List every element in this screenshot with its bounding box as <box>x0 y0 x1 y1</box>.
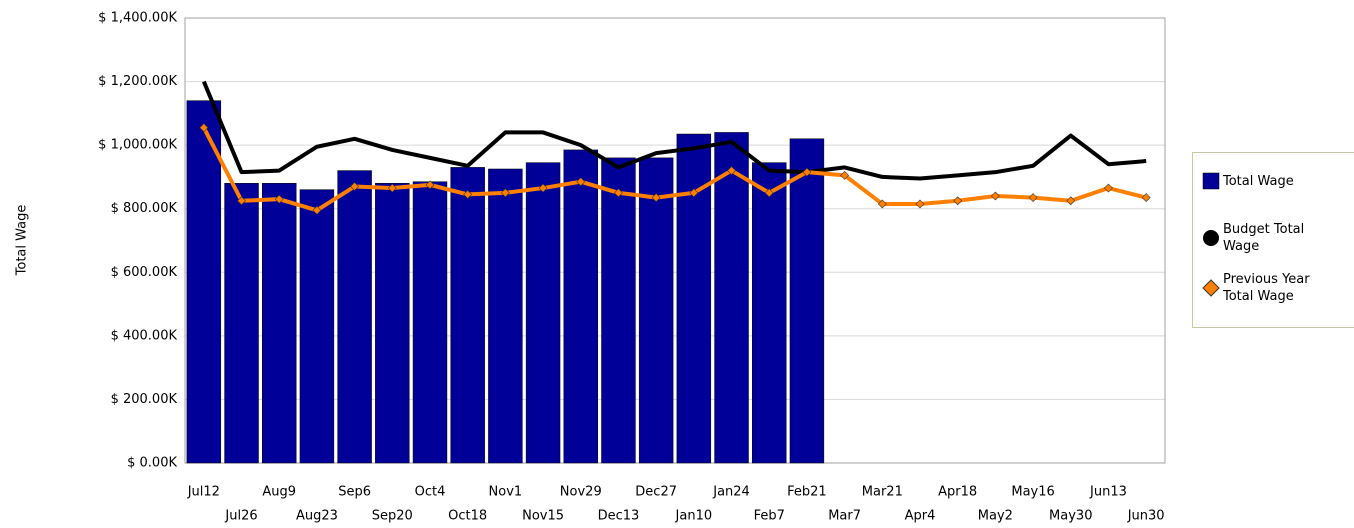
marker <box>1066 196 1076 206</box>
marker <box>500 188 510 198</box>
bar <box>525 162 561 464</box>
marker <box>387 183 397 193</box>
legend-label: Previous Year Total Wage <box>1223 272 1310 304</box>
bar <box>638 157 674 464</box>
x-tick-label: Nov29 <box>560 485 602 500</box>
y-tick-label: $ 800.00K <box>111 201 178 216</box>
marker <box>727 166 736 175</box>
x-tick-label: Mar7 <box>828 509 861 524</box>
marker <box>274 194 284 204</box>
x-tick-label: Feb7 <box>754 509 785 524</box>
legend-icon <box>1202 172 1220 190</box>
marker <box>764 188 774 198</box>
marker <box>425 180 435 190</box>
x-tick-label: Jul12 <box>187 485 220 500</box>
plot-border <box>184 17 1166 464</box>
x-tick-label: Apr18 <box>938 485 977 500</box>
bar <box>789 138 825 464</box>
y-axis-label: Total Wage <box>15 205 30 277</box>
legend-icon <box>1202 279 1220 297</box>
bar <box>299 189 335 464</box>
marker <box>614 188 623 198</box>
bar <box>412 181 448 464</box>
y-tick-label: $ 0.00K <box>127 456 177 471</box>
x-tick-label: Dec27 <box>635 485 677 500</box>
marker <box>463 189 473 199</box>
legend-item: Previous Year Total Wage <box>1201 271 1343 305</box>
bar <box>714 132 749 464</box>
legend: Total Wage Budget Total Wage Previous Year… <box>1192 152 1354 328</box>
x-tick-label: Jul26 <box>224 509 257 524</box>
legend-label: Total Wage <box>1223 173 1294 189</box>
marker <box>350 182 360 191</box>
marker <box>840 170 850 180</box>
x-tick-label: Sep20 <box>372 509 413 524</box>
bar <box>752 162 787 464</box>
x-tick-label: Nov1 <box>489 485 523 500</box>
x-tick-label: Jun13 <box>1089 485 1127 500</box>
marker <box>1104 183 1113 193</box>
y-tick-label: $ 200.00K <box>111 392 178 407</box>
x-tick-label: Aug23 <box>296 509 338 524</box>
legend-item: Budget Total Wage <box>1201 221 1343 255</box>
marker <box>576 177 586 187</box>
bar <box>676 133 712 464</box>
bar <box>450 167 485 464</box>
bar <box>186 100 222 464</box>
x-tick-label: May2 <box>978 509 1013 524</box>
marker <box>1028 193 1038 203</box>
bar <box>563 149 598 464</box>
marker <box>237 196 246 206</box>
x-tick-label: Sep6 <box>338 485 371 500</box>
marker <box>538 183 548 193</box>
x-tick-label: May16 <box>1011 485 1054 500</box>
marker <box>312 205 322 215</box>
marker <box>199 123 209 133</box>
line <box>201 80 1147 181</box>
bar <box>224 183 259 464</box>
legend-icon <box>1203 230 1219 246</box>
bar <box>488 168 523 464</box>
legend-label: Budget Total Wage <box>1223 222 1305 254</box>
x-tick-label: Mar21 <box>862 485 903 500</box>
x-tick-label: Jan10 <box>675 509 713 524</box>
bar <box>375 183 410 464</box>
x-tick-label: Jan24 <box>712 485 750 500</box>
x-tick-label: May30 <box>1049 509 1092 524</box>
bar <box>262 183 297 464</box>
marker <box>990 191 1000 201</box>
y-tick-label: $ 1,000.00K <box>98 138 177 153</box>
y-tick-label: $ 1,200.00K <box>98 74 177 89</box>
x-tick-label: Aug9 <box>262 485 296 500</box>
x-tick-label: Apr4 <box>905 509 936 524</box>
marker <box>651 193 661 203</box>
bar <box>601 157 636 464</box>
x-tick-label: Oct4 <box>415 485 446 500</box>
x-tick-label: Nov15 <box>522 509 564 524</box>
y-tick-label: $ 600.00K <box>111 265 178 280</box>
marker <box>689 188 699 198</box>
legend-item: Total Wage <box>1201 171 1343 191</box>
x-tick-label: Jun30 <box>1127 509 1165 524</box>
marker <box>877 199 887 209</box>
y-tick-label: $ 400.00K <box>111 328 178 343</box>
y-tick-label: $ 1,400.00K <box>98 11 177 26</box>
line <box>202 126 1147 213</box>
x-tick-label: Dec13 <box>598 509 640 524</box>
marker <box>915 199 925 209</box>
x-tick-label: Feb21 <box>787 485 827 500</box>
marker <box>953 196 963 206</box>
x-tick-label: Oct18 <box>448 509 487 524</box>
marker <box>1141 193 1151 203</box>
bar <box>337 170 372 464</box>
marker <box>802 167 812 177</box>
